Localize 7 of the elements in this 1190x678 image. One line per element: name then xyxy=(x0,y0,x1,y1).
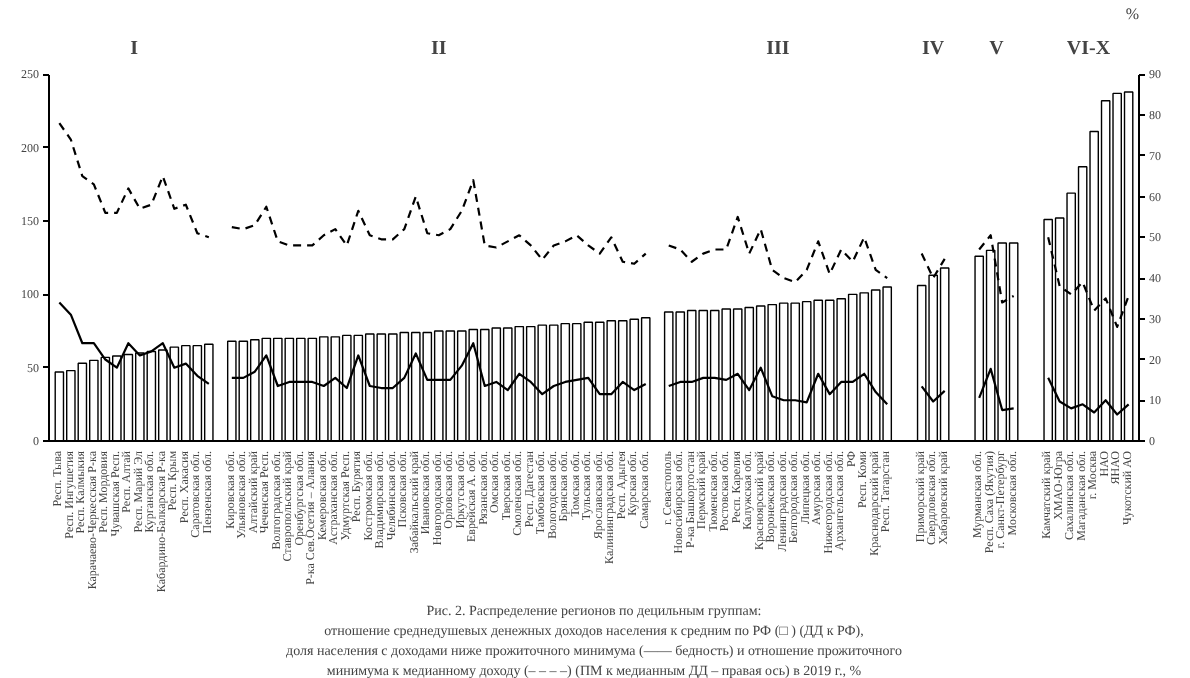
y2-axis-title: % xyxy=(1125,5,1140,23)
text: III xyxy=(766,37,790,60)
text: V xyxy=(989,37,1006,60)
text: II xyxy=(431,37,447,60)
text: IV xyxy=(922,37,946,60)
text: VI-X xyxy=(1066,37,1112,60)
text: I xyxy=(130,37,139,60)
